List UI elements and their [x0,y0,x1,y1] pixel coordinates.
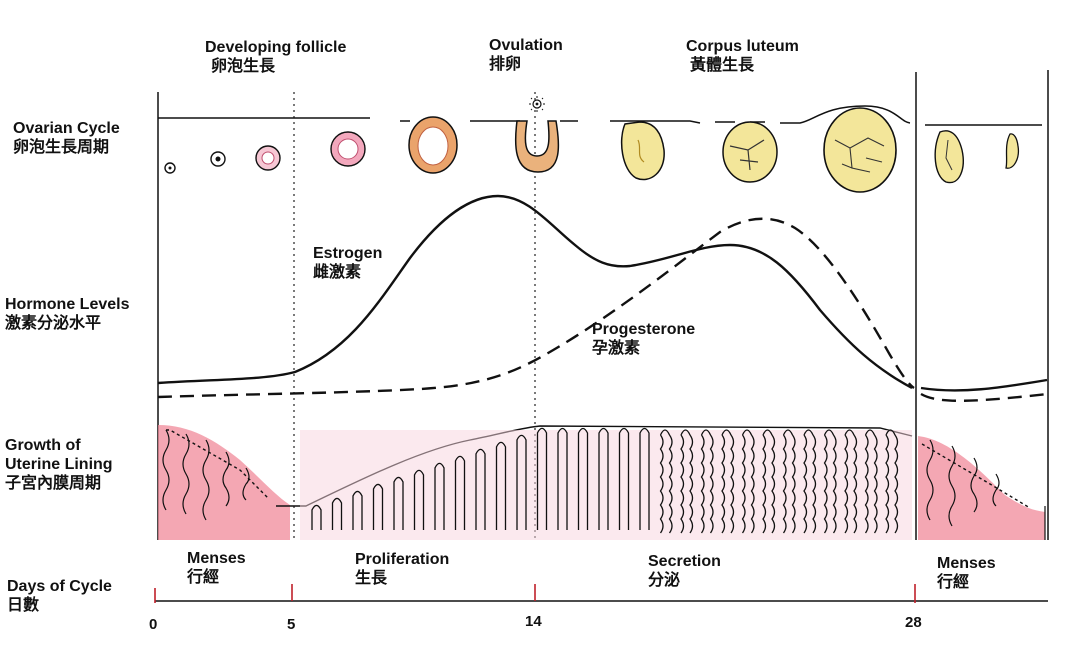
stage-ovulation: Ovulation 排卵 [489,36,563,74]
row-label-hormone-levels-zh: 激素分泌水平 [5,315,102,333]
uterine-gland [721,429,735,534]
progesterone-label: Progesterone 孕激素 [592,320,695,358]
row-label-ovarian-cycle: Ovarian Cycle 卵泡生長周期 [13,119,120,157]
uterine-gland [823,429,837,534]
phase-proliferation-zh: 生長 [355,570,388,588]
uterine-gland [844,429,858,534]
phase-menses-start-zh: 行經 [187,569,220,587]
uterine-gland [659,429,673,534]
phase-proliferation: Proliferation 生長 [355,550,449,588]
stage-corpus-luteum-en: Corpus luteum [686,38,799,55]
phase-menses-end-zh: 行經 [937,574,970,592]
row-label-uterine-lining-zh: 子宮內膜周期 [5,475,102,493]
phase-proliferation-en: Proliferation [355,551,450,568]
uterine-gland [680,429,694,534]
stage-developing-follicle: Developing follicle 卵泡生長 [205,38,346,76]
day-label-28: 28 [905,614,922,631]
uterine-gland [372,483,384,530]
phase-secretion-zh: 分泌 [648,572,681,590]
uterine-gland [311,504,322,530]
estrogen-label-en: Estrogen [313,245,383,262]
corpus-luteum-mid [722,121,778,183]
corpus-luteum-mature [823,107,897,193]
corpus-luteum-early [620,121,665,181]
day-label-14: 14 [525,613,542,630]
progesterone-curve [157,217,915,399]
uterine-gland [803,429,817,534]
stage-developing-follicle-en: Developing follicle [205,39,347,56]
follicle-stage-2 [210,151,226,167]
phase-secretion-en: Secretion [648,553,721,570]
row-label-hormone-levels-en: Hormone Levels [5,296,130,313]
phase-menses-end-en: Menses [937,555,996,572]
progesterone-label-zh: 孕激素 [592,340,641,358]
follicle-stage-5 [408,116,458,174]
stage-corpus-luteum: Corpus luteum 黃體生長 [686,37,799,75]
estrogen-curve [157,194,913,390]
uterine-gland [639,427,650,530]
uterine-gland [762,429,776,534]
uterine-gland [516,434,527,530]
uterine-gland [782,429,796,534]
stage-corpus-luteum-zh: 黃體生長 [690,57,755,75]
uterine-gland [393,476,404,530]
progesterone-label-en: Progesterone [592,321,696,338]
uterine-gland [536,427,548,530]
menstrual-shedding-end [918,436,1045,540]
uterine-gland [885,429,899,534]
day-label-0: 0 [149,616,158,633]
corpus-albicans [934,130,1020,184]
uterine-gland [434,462,445,530]
stage-ovulation-en: Ovulation [489,37,563,54]
follicle-stage-3 [255,145,281,171]
row-label-days-of-cycle-zh: 日數 [7,597,40,615]
uterine-gland [700,429,714,534]
row-label-uterine-lining: Growth of Uterine Lining 子宮內膜周期 [5,436,113,494]
lining-tissue [300,430,912,540]
ovulating-follicle [514,96,560,173]
day-axis [154,584,1048,603]
day-label-5: 5 [287,616,296,633]
uterine-gland [454,455,466,530]
uterine-gland [475,448,486,530]
uterine-glands [311,427,899,534]
phase-secretion: Secretion 分泌 [648,552,721,590]
uterine-gland [557,427,568,530]
uterine-lining [158,425,1046,540]
row-label-ovarian-cycle-en: Ovarian Cycle [13,120,120,137]
row-label-ovarian-cycle-zh: 卵泡生長周期 [13,139,110,157]
phase-menses-end: Menses 行經 [937,554,996,592]
estrogen-label-zh: 雌激素 [313,264,362,282]
row-label-days-of-cycle: Days of Cycle 日數 [7,577,112,615]
row-label-days-of-cycle-en: Days of Cycle [7,578,112,595]
uterine-gland [741,429,755,534]
ovary-surface-line [158,105,1042,126]
uterine-gland [331,497,343,530]
estrogen-curve-continuation [920,378,1048,392]
stage-developing-follicle-zh: 卵泡生長 [211,58,276,76]
uterine-gland [577,427,589,530]
follicle-stage-4 [330,131,366,167]
menstrual-glands-end [921,439,1046,540]
row-label-hormone-levels: Hormone Levels 激素分泌水平 [5,295,129,333]
phase-menses-start: Menses 行經 [187,549,246,587]
estrogen-label: Estrogen 雌激素 [313,244,382,282]
row-label-uterine-lining-en2: Uterine Lining [5,456,113,474]
stage-ovulation-zh: 排卵 [489,56,522,74]
uterine-gland [598,427,609,530]
uterine-gland [864,429,878,534]
phase-menses-start-en: Menses [187,550,246,567]
menstrual-glands-start [162,429,269,521]
row-label-uterine-lining-en1: Growth of [5,437,81,454]
follicle-stages [164,96,1020,193]
uterine-gland [495,441,507,530]
follicle-stage-1 [164,162,176,174]
uterine-gland [413,469,425,530]
menstrual-shedding-start [158,425,290,540]
progesterone-curve-continuation [920,392,1048,402]
uterine-gland [618,427,630,530]
uterine-gland [352,490,363,530]
